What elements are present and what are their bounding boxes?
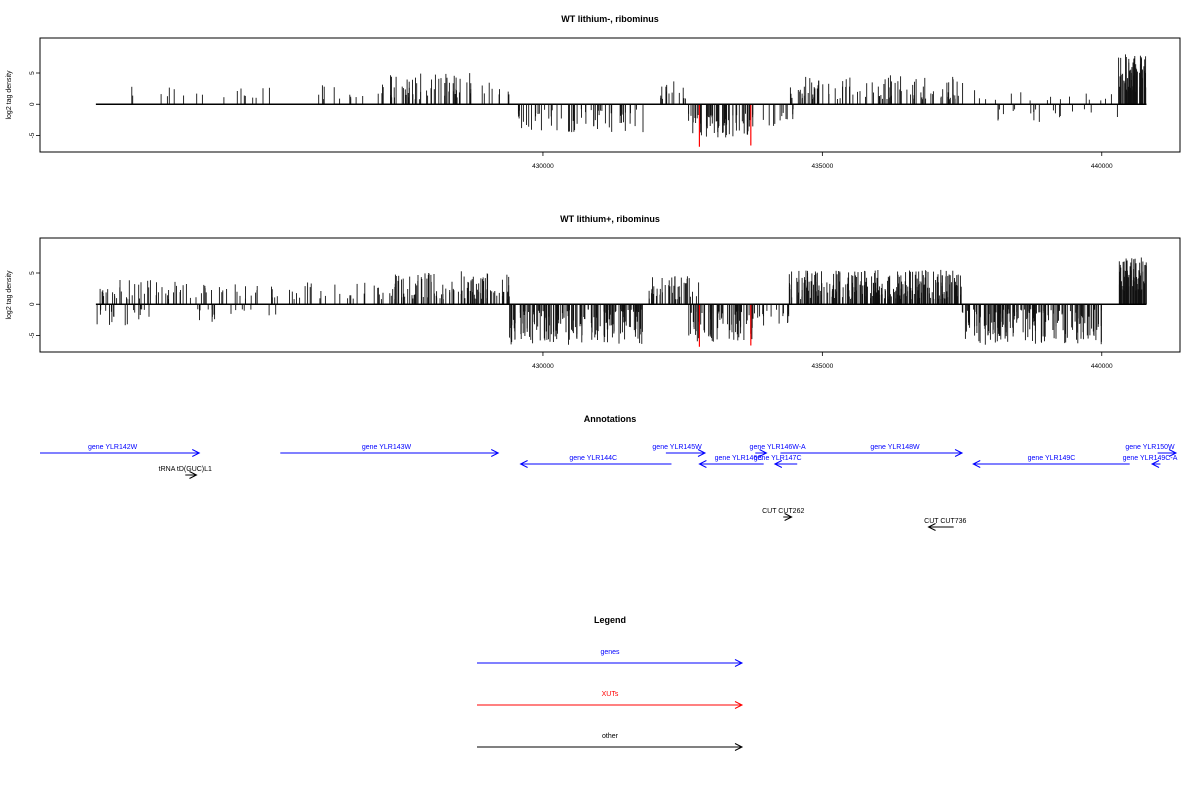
- arrow-icon: [1168, 449, 1178, 457]
- arrow-icon: [189, 471, 198, 479]
- annotation-gene-ylr146w-a: gene YLR146W-A: [750, 444, 806, 457]
- feature-label: CUT CUT736: [924, 518, 966, 525]
- arrow-icon: [192, 449, 201, 457]
- x-tick-label: 430000: [532, 163, 554, 170]
- feature-label: gene YLR149C-A: [1123, 455, 1178, 462]
- arrow-icon: [773, 460, 783, 468]
- x-tick-label: 435000: [812, 363, 834, 370]
- feature-label: gene YLR150W: [1125, 444, 1175, 451]
- legend-label: XUTs: [602, 691, 619, 698]
- legend-item-other: other: [477, 733, 744, 751]
- legend-label: other: [602, 733, 619, 740]
- y-tick-label: -5: [29, 332, 36, 338]
- feature-label: gene YLR144C: [569, 455, 617, 462]
- arrow-icon: [698, 460, 707, 468]
- annotation-cut-cut262: CUT CUT262: [762, 508, 804, 521]
- y-tick-label: -5: [29, 132, 36, 138]
- y-axis-label: log2 tag density: [6, 270, 13, 320]
- y-axis-label: log2 tag density: [6, 70, 13, 120]
- annotations-title: Annotations: [584, 414, 637, 424]
- arrow-icon: [784, 513, 793, 521]
- annotation-gene-ylr149c-a: gene YLR149C-A: [1123, 455, 1178, 468]
- arrow-icon: [697, 449, 707, 457]
- annotation-gene-ylr145w: gene YLR145W: [652, 444, 707, 457]
- feature-label: gene YLR148W: [870, 444, 920, 451]
- y-tick-label: 5: [29, 271, 36, 275]
- annotation-trna-td-guc-l1: tRNA tD(GUC)L1: [159, 466, 212, 479]
- panel-lithium-minus: WT lithium-, ribominus log2 tag density 5 0…: [6, 14, 1181, 170]
- panel-title: WT lithium+, ribominus: [560, 214, 660, 224]
- feature-label: gene YLR146C: [715, 455, 763, 462]
- panel-lithium-plus: WT lithium+, ribominus log2 tag density 5 0…: [6, 214, 1181, 370]
- arrow-icon: [759, 449, 768, 457]
- legend-title: Legend: [594, 615, 626, 625]
- plot-frame: [39, 37, 1181, 153]
- arrow-icon: [734, 743, 744, 751]
- coverage-bars: [131, 54, 1147, 138]
- panel-title: WT lithium-, ribominus: [561, 14, 659, 24]
- coverage-bars: [96, 257, 1147, 345]
- y-tick-label: 0: [29, 102, 36, 106]
- annotation-gene-ylr147c: gene YLR147C: [754, 455, 802, 468]
- arrow-icon: [1150, 460, 1160, 468]
- annotation-gene-ylr143w: gene YLR143W: [280, 444, 500, 457]
- annotation-cut-cut736: CUT CUT736: [924, 518, 967, 531]
- annotation-gene-ylr149c: gene YLR149C: [972, 455, 1130, 468]
- x-tick-label: 440000: [1091, 163, 1113, 170]
- x-tick-label: 435000: [812, 163, 834, 170]
- legend-label: genes: [600, 649, 620, 656]
- feature-label: CUT CUT262: [762, 508, 804, 515]
- x-tick-label: 430000: [532, 363, 554, 370]
- y-tick-label: 5: [29, 71, 36, 75]
- arrow-icon: [519, 460, 528, 468]
- arrow-icon: [972, 460, 981, 468]
- annotation-gene-ylr142w: gene YLR142W: [40, 444, 201, 457]
- arrow-icon: [927, 523, 936, 531]
- feature-label: gene YLR145W: [652, 444, 702, 451]
- annotation-gene-ylr144c: gene YLR144C: [519, 455, 672, 468]
- annotation-gene-ylr148w: gene YLR148W: [780, 444, 964, 457]
- feature-label: gene YLR143W: [362, 444, 412, 451]
- arrow-icon: [734, 659, 744, 667]
- legend: Legend genes XUTs other: [477, 615, 744, 751]
- legend-item-gene: genes: [477, 649, 744, 667]
- annotation-gene-ylr146c: gene YLR146C: [698, 455, 764, 468]
- arrow-icon: [954, 449, 964, 457]
- feature-label: gene YLR146W-A: [750, 444, 806, 451]
- plot-frame: [39, 237, 1181, 353]
- arrow-icon: [734, 701, 744, 709]
- arrow-icon: [491, 449, 500, 457]
- feature-label: gene YLR147C: [754, 455, 802, 462]
- x-tick-label: 440000: [1091, 363, 1113, 370]
- legend-item-xut: XUTs: [477, 691, 744, 709]
- feature-label: gene YLR149C: [1028, 455, 1076, 462]
- feature-label: tRNA tD(GUC)L1: [159, 466, 212, 473]
- feature-label: gene YLR142W: [88, 444, 138, 451]
- annotations-track: Annotations gene YLR142W gene YLR143W gene …: [40, 414, 1178, 531]
- annotation-gene-ylr150w: gene YLR150W: [1125, 444, 1178, 457]
- y-tick-label: 0: [29, 302, 36, 306]
